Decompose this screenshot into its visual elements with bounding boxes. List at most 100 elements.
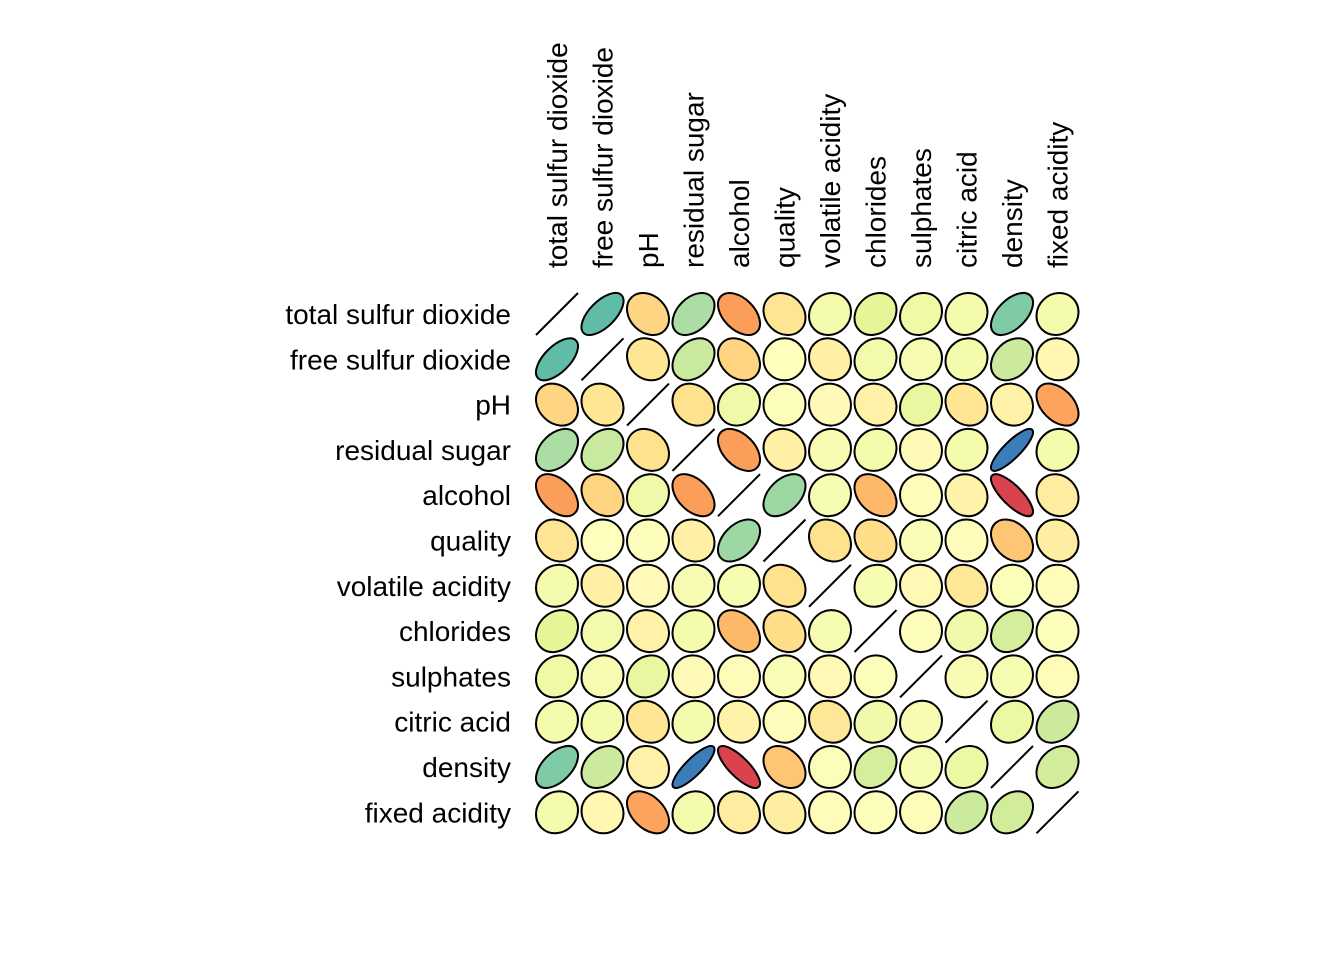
ellipse-sulphates--residual-sugar — [671, 654, 716, 699]
ellipse-fixed-acidity--sulphates — [898, 790, 944, 835]
ellipse-residual-sugar--volatile-acidity — [808, 427, 852, 472]
row-label-density: density — [422, 752, 511, 783]
ellipse-volatile-acidity--free-sulfur-dioxide — [580, 563, 625, 608]
ellipse-ph--chlorides — [853, 382, 898, 427]
ellipse-volatile-acidity--chlorides — [853, 563, 898, 608]
ellipse-residual-sugar--fixed-acidity — [1035, 427, 1080, 472]
ellipse-density--sulphates — [899, 745, 943, 789]
ellipse-alcohol--sulphates — [898, 473, 944, 518]
ellipse-chlorides--ph — [626, 609, 670, 654]
ellipse-alcohol--free-sulfur-dioxide — [580, 473, 625, 518]
ellipse-alcohol--quality — [762, 473, 807, 518]
diagonal-line-chlorides — [853, 609, 898, 653]
ellipse-chlorides--density — [990, 609, 1034, 654]
ellipse-citric-acid--alcohol — [717, 699, 761, 744]
column-label-alcohol: alcohol — [724, 179, 755, 268]
ellipse-sulphates--density — [990, 654, 1034, 699]
ellipse-total-sulfur-dioxide--chlorides — [853, 292, 898, 336]
ellipse-residual-sugar--alcohol — [716, 427, 762, 472]
ellipse-residual-sugar--citric-acid — [944, 427, 989, 472]
ellipse-chlorides--volatile-acidity — [808, 609, 852, 654]
ellipse-residual-sugar--total-sulfur-dioxide — [534, 427, 580, 472]
ellipse-citric-acid--fixed-acidity — [1035, 699, 1080, 744]
ellipse-free-sulfur-dioxide--residual-sugar — [671, 337, 716, 382]
ellipse-residual-sugar--ph — [625, 427, 671, 472]
ellipse-ph--alcohol — [717, 382, 761, 427]
ellipse-volatile-acidity--residual-sugar — [671, 563, 716, 608]
row-label-residual-sugar: residual sugar — [335, 435, 511, 466]
diagonal-line-total-sulfur-dioxide — [535, 292, 579, 336]
ellipse-chlorides--residual-sugar — [671, 609, 716, 654]
ellipse-residual-sugar--free-sulfur-dioxide — [580, 427, 625, 472]
ellipse-fixed-acidity--density — [989, 790, 1035, 835]
ellipse-sulphates--alcohol — [716, 654, 762, 699]
column-labels: total sulfur dioxide free sulfur dioxide p… — [542, 42, 1074, 268]
ellipse-quality--free-sulfur-dioxide — [580, 518, 625, 563]
row-label-alcohol: alcohol — [422, 480, 511, 511]
row-label-volatile-acidity: volatile acidity — [337, 571, 511, 602]
ellipse-residual-sugar--quality — [762, 427, 807, 472]
ellipse-fixed-acidity--residual-sugar — [671, 790, 716, 835]
ellipse-volatile-acidity--fixed-acidity — [1035, 563, 1080, 608]
ellipse-volatile-acidity--quality — [762, 563, 807, 608]
row-labels: total sulfur dioxide free sulfur dioxide p… — [285, 299, 511, 828]
ellipse-density--citric-acid — [944, 745, 989, 789]
diagonal-line-ph — [626, 382, 670, 427]
ellipse-free-sulfur-dioxide--ph — [625, 337, 671, 382]
ellipse-alcohol--citric-acid — [944, 473, 989, 518]
ellipse-free-sulfur-dioxide--fixed-acidity — [1035, 337, 1080, 382]
ellipse-fixed-acidity--ph — [626, 790, 670, 835]
ellipse-quality--residual-sugar — [671, 518, 716, 563]
ellipse-alcohol--total-sulfur-dioxide — [534, 473, 580, 518]
row-label-free-sulfur-dioxide: free sulfur dioxide — [290, 344, 511, 375]
diagonal-line-citric-acid — [944, 699, 989, 744]
ellipse-fixed-acidity--free-sulfur-dioxide — [580, 790, 625, 835]
ellipse-ph--density — [990, 382, 1034, 427]
row-label-fixed-acidity: fixed acidity — [365, 797, 511, 828]
ellipse-total-sulfur-dioxide--sulphates — [899, 292, 943, 336]
row-label-sulphates: sulphates — [391, 661, 511, 692]
ellipse-free-sulfur-dioxide--citric-acid — [944, 337, 989, 382]
ellipse-quality--citric-acid — [944, 518, 989, 563]
column-label-density: density — [997, 179, 1028, 268]
ellipse-volatile-acidity--alcohol — [717, 563, 761, 608]
ellipse-alcohol--chlorides — [853, 473, 898, 518]
diagonal-line-residual-sugar — [671, 428, 716, 472]
ellipse-free-sulfur-dioxide--density — [990, 337, 1034, 382]
diagonal-line-quality — [762, 518, 807, 563]
ellipse-ph--residual-sugar — [671, 382, 716, 427]
ellipse-density--quality — [762, 744, 807, 790]
ellipse-sulphates--volatile-acidity — [807, 654, 853, 699]
ellipse-density--ph — [626, 745, 670, 789]
ellipse-quality--density — [989, 518, 1035, 563]
diagonal-line-free-sulfur-dioxide — [580, 337, 625, 382]
column-label-sulphates: sulphates — [906, 148, 937, 268]
ellipse-total-sulfur-dioxide--citric-acid — [944, 292, 989, 336]
row-label-chlorides: chlorides — [399, 616, 511, 647]
ellipse-sulphates--ph — [625, 654, 671, 699]
ellipse-chlorides--free-sulfur-dioxide — [580, 609, 625, 654]
ellipse-volatile-acidity--sulphates — [898, 563, 944, 608]
ellipse-alcohol--density — [989, 473, 1035, 518]
ellipse-sulphates--citric-acid — [944, 654, 989, 699]
row-label-total-sulfur-dioxide: total sulfur dioxide — [285, 299, 511, 330]
ellipse-total-sulfur-dioxide--fixed-acidity — [1035, 292, 1080, 336]
ellipse-quality--sulphates — [898, 518, 944, 563]
ellipse-sulphates--free-sulfur-dioxide — [580, 654, 625, 699]
ellipse-density--fixed-acidity — [1035, 744, 1080, 790]
ellipse-total-sulfur-dioxide--quality — [762, 292, 807, 336]
ellipse-total-sulfur-dioxide--density — [989, 291, 1035, 337]
ellipse-ph--volatile-acidity — [808, 382, 852, 427]
ellipse-density--chlorides — [853, 745, 898, 789]
ellipse-citric-acid--quality — [762, 699, 807, 744]
ellipse-quality--chlorides — [853, 518, 898, 563]
column-label-fixed-acidity: fixed acidity — [1043, 122, 1074, 268]
ellipse-chlorides--alcohol — [716, 609, 762, 654]
ellipse-citric-acid--ph — [625, 699, 671, 744]
ellipse-fixed-acidity--volatile-acidity — [807, 790, 853, 835]
ellipse-citric-acid--volatile-acidity — [808, 699, 852, 744]
column-label-ph: pH — [633, 232, 664, 268]
ellipse-alcohol--ph — [626, 473, 670, 518]
ellipse-citric-acid--free-sulfur-dioxide — [580, 699, 625, 744]
ellipse-citric-acid--density — [990, 699, 1034, 744]
